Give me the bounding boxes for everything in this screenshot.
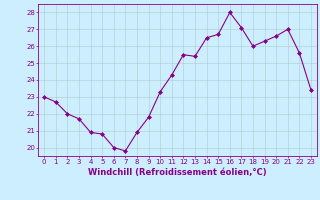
X-axis label: Windchill (Refroidissement éolien,°C): Windchill (Refroidissement éolien,°C)	[88, 168, 267, 177]
